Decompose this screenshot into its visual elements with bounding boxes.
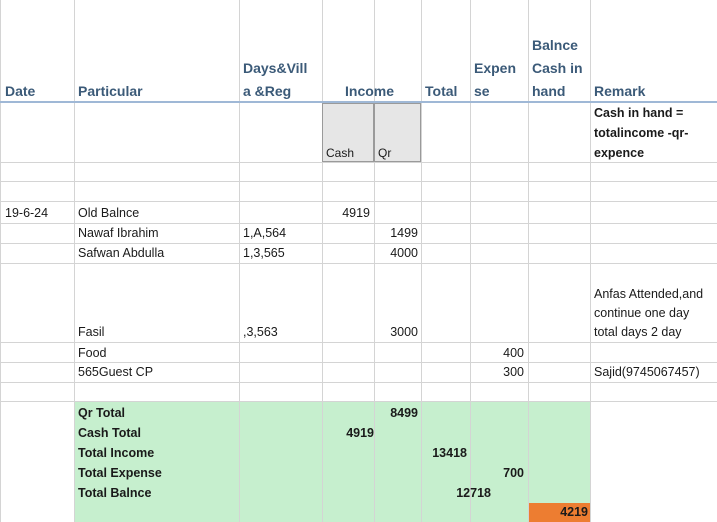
row4-days: ,3,563 <box>243 325 278 339</box>
total-balance-value: 12718 <box>456 486 491 500</box>
header-expense-line1: Expen <box>474 60 517 76</box>
header-income: Income <box>345 83 395 99</box>
row3-qr: 4000 <box>390 246 418 260</box>
row4-remark-line2: continue one day <box>594 306 690 320</box>
total-expense-label: Total Expense <box>78 466 162 480</box>
header-days-line1: Days&Vill <box>243 60 308 76</box>
cash-total-label: Cash Total <box>78 426 141 440</box>
row6-particular: 565Guest CP <box>78 365 154 379</box>
header-balance-line1: Balnce <box>532 37 578 53</box>
header-total: Total <box>425 83 458 99</box>
row4-remark-line1: Anfas Attended,and <box>594 287 704 301</box>
formula-note-line1: Cash in hand = <box>594 106 684 120</box>
row6-remark: Sajid(9745067457) <box>594 365 700 379</box>
total-income-label: Total Income <box>78 446 155 460</box>
row2-particular: Nawaf Ibrahim <box>78 226 159 240</box>
subheader-cash: Cash <box>326 146 355 160</box>
qr-total-label: Qr Total <box>78 406 125 420</box>
cash-in-hand-fill <box>528 503 590 522</box>
summary-fill <box>74 402 590 522</box>
row1-cash: 4919 <box>342 206 370 220</box>
total-income-value: 13418 <box>432 446 467 460</box>
total-expense-value: 700 <box>503 466 524 480</box>
row5-expense: 400 <box>503 346 524 360</box>
formula-note-line2: totalincome -qr- <box>594 126 689 140</box>
row2-days: 1,A,564 <box>243 226 287 240</box>
row4-qr: 3000 <box>390 325 418 339</box>
row1-particular: Old Balnce <box>78 206 140 220</box>
header-date: Date <box>5 83 36 99</box>
qr-total-value: 8499 <box>390 406 418 420</box>
row3-days: 1,3,565 <box>243 246 285 260</box>
subheader-qr: Qr <box>378 146 392 160</box>
row3-particular: Safwan Abdulla <box>78 246 165 260</box>
header-balance-line2: Cash in <box>532 60 583 76</box>
row4-particular: Fasil <box>78 325 105 339</box>
header-expense-line2: se <box>474 83 490 99</box>
row2-qr: 1499 <box>390 226 418 240</box>
header-days-line2: a &Reg <box>243 83 292 99</box>
row6-expense: 300 <box>503 365 524 379</box>
income-subheader-fill <box>322 101 421 162</box>
formula-note-line3: expence <box>594 146 645 160</box>
cash-total-value: 4919 <box>346 426 374 440</box>
header-particular: Particular <box>78 83 143 99</box>
cash-in-hand-value: 4219 <box>560 505 588 519</box>
total-balance-label: Total Balnce <box>78 486 152 500</box>
header-remark: Remark <box>594 83 646 99</box>
row5-particular: Food <box>78 346 107 360</box>
row1-date: 19-6-24 <box>5 206 49 220</box>
row4-remark-line3: total days 2 day <box>594 325 682 339</box>
header-balance-line3: hand <box>532 83 566 99</box>
